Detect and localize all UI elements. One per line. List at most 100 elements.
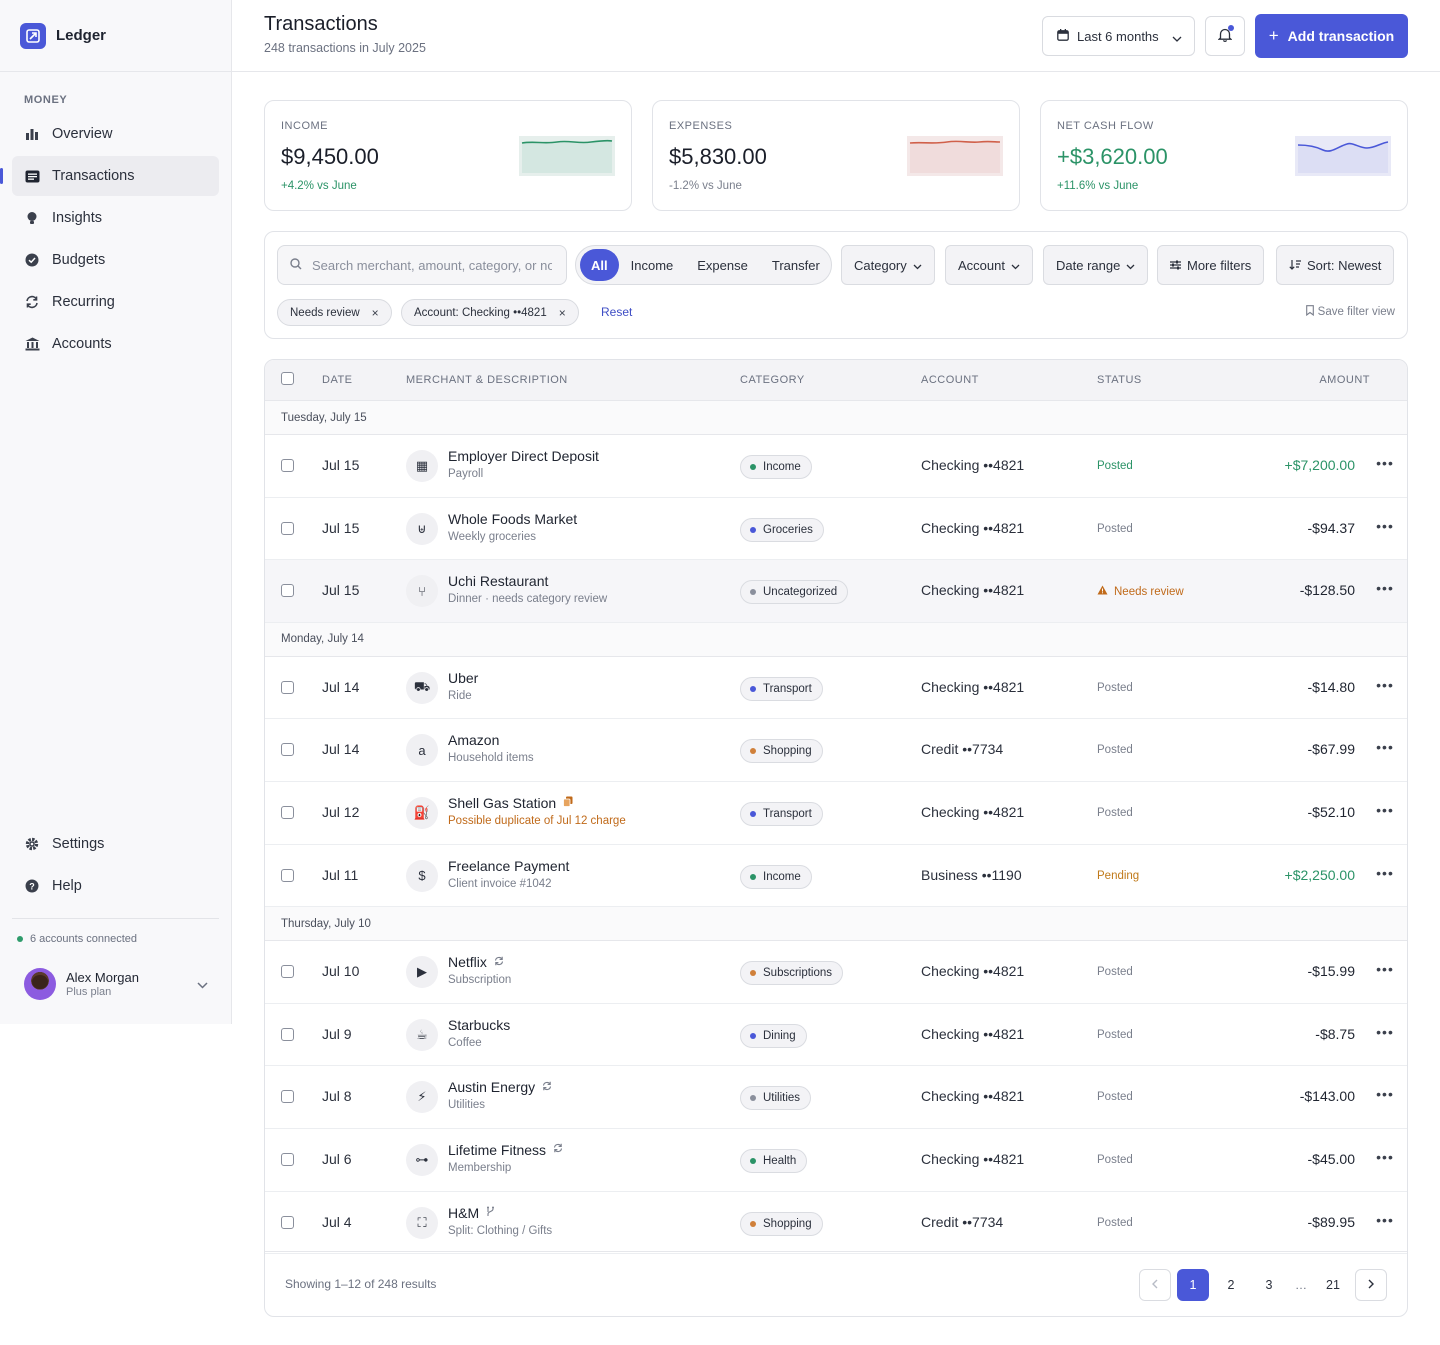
category-pill[interactable]: Shopping <box>740 739 823 764</box>
column-header-category[interactable]: CATEGORY <box>740 374 805 386</box>
more-options-icon[interactable]: ••• <box>1376 1148 1394 1165</box>
table-row[interactable]: Jul 14 a Amazon Household items Shopping… <box>265 719 1407 782</box>
category-filter-button[interactable]: Category <box>841 245 935 285</box>
merchant-name[interactable]: Employer Direct Deposit <box>448 448 599 464</box>
sidebar-item-accounts[interactable]: Accounts <box>12 324 219 364</box>
sidebar-item-settings[interactable]: Settings <box>12 824 219 864</box>
category-pill[interactable]: Health <box>740 1148 808 1173</box>
more-options-icon[interactable]: ••• <box>1376 580 1394 597</box>
row-checkbox[interactable] <box>281 680 294 694</box>
merchant-name[interactable]: Netflix <box>448 954 504 970</box>
table-row[interactable]: Jul 11 $ Freelance Payment Client invoic… <box>265 845 1407 908</box>
category-pill[interactable]: Income <box>740 864 812 889</box>
more-options-icon[interactable]: ••• <box>1376 961 1394 978</box>
column-header-account[interactable]: ACCOUNT <box>921 374 979 386</box>
merchant-name[interactable]: Amazon <box>448 732 499 748</box>
category-pill[interactable]: Transport <box>740 676 823 701</box>
row-checkbox[interactable] <box>281 521 294 535</box>
category-pill[interactable]: Subscriptions <box>740 961 844 986</box>
sidebar-item-insights[interactable]: Insights <box>12 198 219 238</box>
table-row[interactable]: Jul 6 ⊶ Lifetime Fitness Membership Heal… <box>265 1129 1407 1192</box>
category-pill[interactable]: Income <box>740 455 812 479</box>
table-row[interactable]: Jul 15 ⑂ Uchi Restaurant Dinner · needs … <box>265 560 1407 623</box>
save-filter-view-button[interactable]: Save filter view <box>1305 305 1395 319</box>
column-header-status[interactable]: STATUS <box>1097 374 1142 386</box>
column-header-date[interactable]: DATE <box>322 374 353 386</box>
row-checkbox[interactable] <box>281 743 294 757</box>
page-button-1[interactable]: 1 <box>1177 1269 1209 1301</box>
merchant-name[interactable]: Starbucks <box>448 1017 510 1033</box>
sidebar-item-transactions[interactable]: Transactions <box>0 156 219 196</box>
table-row[interactable]: Jul 15 ⊎ Whole Foods Market Weekly groce… <box>265 498 1407 561</box>
table-row[interactable]: Jul 4 ⛶ H&M Split: Clothing / Gifts Shop… <box>265 1192 1407 1255</box>
row-checkbox[interactable] <box>281 965 294 979</box>
sort-button[interactable]: Sort: Newest <box>1276 245 1395 285</box>
search-input[interactable] <box>312 257 552 273</box>
more-options-icon[interactable]: ••• <box>1376 1023 1394 1040</box>
merchant-name[interactable]: Uchi Restaurant <box>448 573 548 589</box>
row-checkbox[interactable] <box>281 1027 294 1041</box>
row-checkbox[interactable] <box>281 1090 294 1104</box>
merchant-name[interactable]: Shell Gas Station <box>448 795 573 811</box>
segment-all[interactable]: All <box>580 249 619 281</box>
more-options-icon[interactable]: ••• <box>1376 739 1394 756</box>
more-options-icon[interactable]: ••• <box>1376 864 1394 881</box>
table-row[interactable]: Jul 15 ▦ Employer Direct Deposit Payroll… <box>265 435 1407 498</box>
segment-income[interactable]: Income <box>630 257 674 273</box>
merchant-name[interactable]: H&M <box>448 1205 495 1221</box>
table-row[interactable]: Jul 14 ⛟ Uber Ride Transport Checking ••… <box>265 657 1407 720</box>
more-options-icon[interactable]: ••• <box>1376 801 1394 818</box>
page-button-21[interactable]: 21 <box>1326 1278 1340 1292</box>
user-menu[interactable]: Alex Morgan Plus plan <box>24 966 214 1002</box>
add-transaction-button[interactable]: + Add transaction <box>1255 14 1408 58</box>
row-checkbox[interactable] <box>281 459 294 472</box>
more-options-icon[interactable]: ••• <box>1376 1211 1394 1228</box>
row-checkbox[interactable] <box>281 1215 294 1229</box>
more-filters-button[interactable]: More filters <box>1157 245 1265 285</box>
table-row[interactable]: Jul 8 ⚡ Austin Energy Utilities Utilitie… <box>265 1066 1407 1129</box>
account-filter-button[interactable]: Account <box>945 245 1033 285</box>
segment-transfer[interactable]: Transfer <box>771 257 820 273</box>
date-range-filter-button[interactable]: Date range <box>1043 245 1149 285</box>
merchant-name[interactable]: Freelance Payment <box>448 858 569 874</box>
more-options-icon[interactable]: ••• <box>1376 455 1394 471</box>
category-pill[interactable]: Transport <box>740 801 823 826</box>
sidebar-item-budgets[interactable]: Budgets <box>12 240 219 280</box>
column-header-amount[interactable]: AMOUNT <box>1319 374 1370 386</box>
notifications-button[interactable] <box>1205 16 1245 56</box>
table-row[interactable]: Jul 12 ⛽ Shell Gas Station Possible dupl… <box>265 782 1407 845</box>
more-options-icon[interactable]: ••• <box>1376 1086 1394 1103</box>
close-icon[interactable]: × <box>371 305 379 320</box>
table-row[interactable]: Jul 9 ☕ Starbucks Coffee Dining Checking… <box>265 1004 1407 1067</box>
sidebar-item-recurring[interactable]: Recurring <box>12 282 219 322</box>
column-header-merchant[interactable]: MERCHANT & DESCRIPTION <box>406 374 568 386</box>
row-checkbox[interactable] <box>281 805 294 819</box>
next-page-button[interactable] <box>1355 1269 1387 1301</box>
table-row[interactable]: Jul 10 ▶ Netflix Subscription Subscripti… <box>265 941 1407 1004</box>
row-checkbox[interactable] <box>281 584 294 598</box>
page-button-2[interactable]: 2 <box>1227 1278 1235 1292</box>
category-pill[interactable]: Groceries <box>740 517 824 542</box>
merchant-name[interactable]: Austin Energy <box>448 1079 552 1095</box>
merchant-name[interactable]: Whole Foods Market <box>448 511 577 527</box>
previous-page-button[interactable] <box>1139 1269 1171 1301</box>
category-pill[interactable]: Utilities <box>740 1086 812 1111</box>
sidebar-item-overview[interactable]: Overview <box>12 114 219 154</box>
merchant-name[interactable]: Uber <box>448 670 478 686</box>
close-icon[interactable]: × <box>558 305 566 320</box>
category-pill[interactable]: Dining <box>740 1023 807 1048</box>
segment-expense[interactable]: Expense <box>697 257 748 273</box>
category-pill[interactable]: Uncategorized <box>740 580 849 605</box>
more-options-icon[interactable]: ••• <box>1376 676 1394 693</box>
search-box[interactable] <box>277 245 567 285</box>
page-button-3[interactable]: 3 <box>1265 1278 1273 1292</box>
more-options-icon[interactable]: ••• <box>1376 517 1394 534</box>
select-all-checkbox[interactable] <box>281 372 294 385</box>
merchant-name[interactable]: Lifetime Fitness <box>448 1142 563 1158</box>
date-range-button[interactable]: Last 6 months <box>1042 16 1195 56</box>
reset-filters-link[interactable]: Reset <box>601 305 633 319</box>
row-checkbox[interactable] <box>281 868 294 882</box>
category-pill[interactable]: Shopping <box>740 1211 823 1236</box>
sidebar-item-help[interactable]: ? Help <box>12 866 219 906</box>
row-checkbox[interactable] <box>281 1152 294 1166</box>
